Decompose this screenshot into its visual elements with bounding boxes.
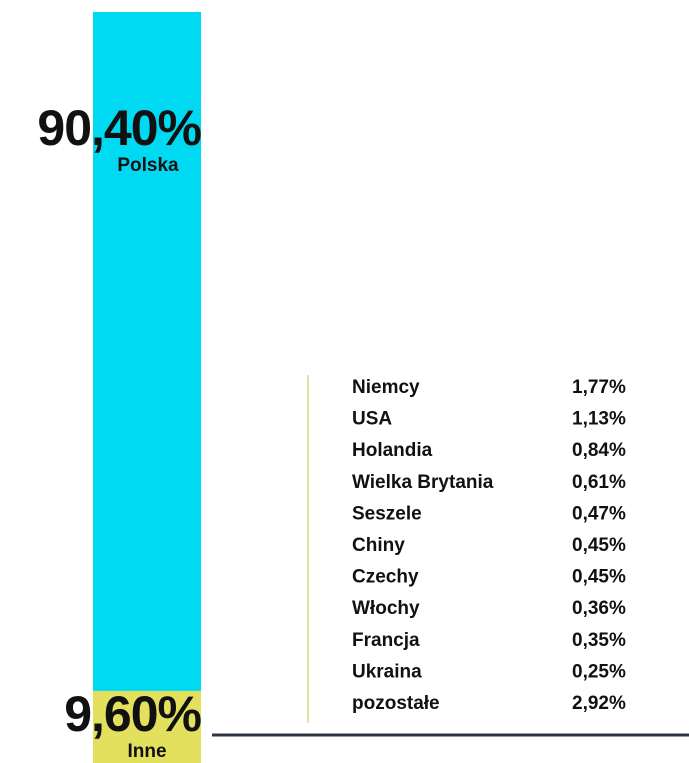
country-share: 0,36% xyxy=(572,598,626,619)
country-share: 1,77% xyxy=(572,377,626,398)
country-name: Niemcy xyxy=(352,377,420,398)
country-name: Holandia xyxy=(352,440,433,461)
country-share: 0,35% xyxy=(572,630,626,651)
country-name: Włochy xyxy=(352,598,420,619)
country-share: 0,61% xyxy=(572,472,626,493)
country-share: 0,84% xyxy=(572,440,626,461)
bar-segment xyxy=(93,12,201,691)
country-share: 0,45% xyxy=(572,567,626,588)
country-name: Francja xyxy=(352,630,420,651)
country-share: 2,92% xyxy=(572,693,626,714)
segment-name: Polska xyxy=(117,155,179,176)
bar-segment xyxy=(93,690,201,763)
country-name: USA xyxy=(352,409,392,430)
country-name: Seszele xyxy=(352,503,422,524)
country-name: Ukraina xyxy=(352,661,422,682)
country-name: pozostałe xyxy=(352,693,440,714)
value-label: 90,40% xyxy=(37,100,201,156)
country-share: 0,47% xyxy=(572,503,626,524)
country-name: Czechy xyxy=(352,567,419,588)
value-label: 9,60% xyxy=(64,686,201,742)
segment-name: Inne xyxy=(127,741,166,762)
country-share: 0,25% xyxy=(572,661,626,682)
country-name: Chiny xyxy=(352,535,405,556)
country-name: Wielka Brytania xyxy=(352,472,494,493)
country-share: 0,45% xyxy=(572,535,626,556)
country-share: 1,13% xyxy=(572,409,626,430)
